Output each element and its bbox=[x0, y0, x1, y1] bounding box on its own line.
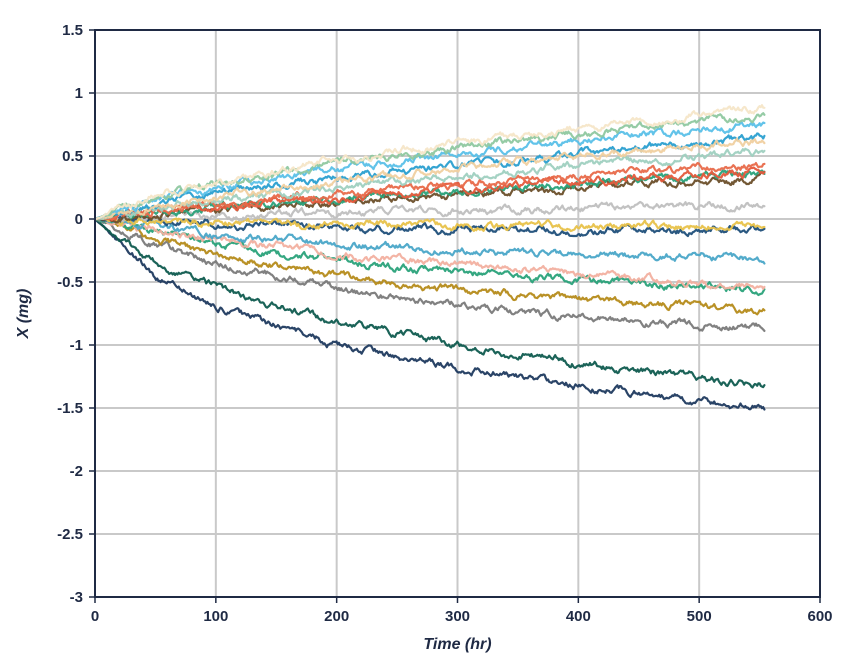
y-tick-label: -2 bbox=[70, 463, 83, 480]
x-tick-label: 100 bbox=[203, 608, 228, 625]
x-axis-label: Time (hr) bbox=[423, 636, 491, 653]
y-tick-label: -1.5 bbox=[57, 400, 83, 417]
x-tick-label: 300 bbox=[445, 608, 470, 625]
line-chart: 0 100 200 300 400 500 600 -3 -2.5 -2 -1.5 -1 -0.5 0 0.… bbox=[0, 0, 855, 667]
y-tick-label: 0 bbox=[75, 211, 83, 228]
y-tick-label: 1 bbox=[75, 85, 83, 102]
x-tick-label: 500 bbox=[687, 608, 712, 625]
x-tick-label: 400 bbox=[566, 608, 591, 625]
y-tick-label: 0.5 bbox=[62, 148, 83, 165]
y-tick-label: -3 bbox=[70, 589, 83, 606]
y-axis-label: X (mg) bbox=[15, 289, 32, 340]
x-tick-label: 0 bbox=[91, 608, 99, 625]
x-tick-label: 200 bbox=[324, 608, 349, 625]
chart-container: 0 100 200 300 400 500 600 -3 -2.5 -2 -1.5 -1 -0.5 0 0.… bbox=[0, 0, 855, 667]
y-tick-label: 1.5 bbox=[62, 22, 83, 39]
y-tick-label: -0.5 bbox=[57, 274, 83, 291]
y-tick-label: -1 bbox=[70, 337, 83, 354]
y-tick-label: -2.5 bbox=[57, 526, 83, 543]
x-tick-label: 600 bbox=[807, 608, 832, 625]
